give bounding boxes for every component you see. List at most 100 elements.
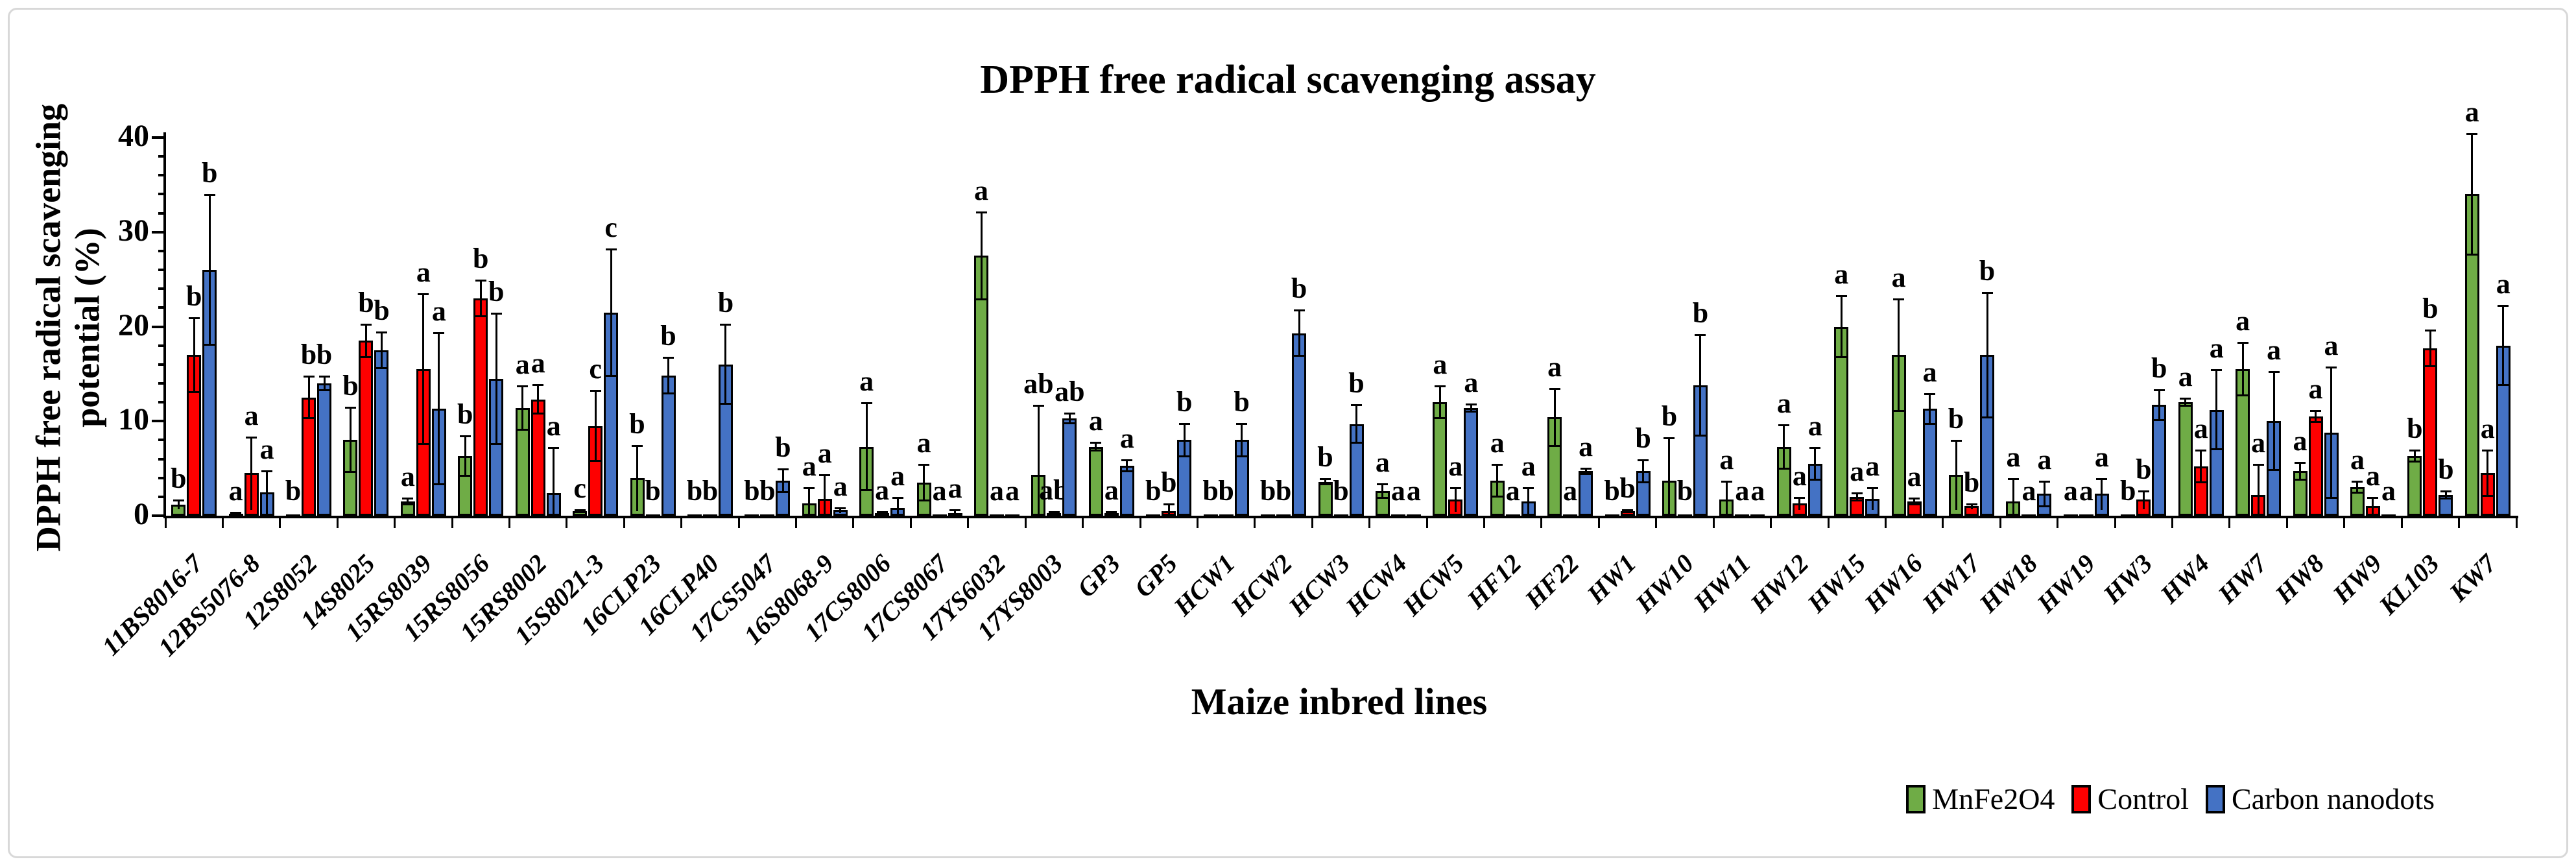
- x-tick: [1942, 518, 1944, 528]
- significance-letter: b: [717, 287, 734, 319]
- significance-letter: b: [1676, 475, 1693, 507]
- bar-control: [1219, 514, 1234, 518]
- error-bar-whisker: [422, 293, 425, 445]
- error-bar-cap-top: [876, 511, 888, 513]
- error-bar-cap-top: [2295, 461, 2306, 464]
- error-bar-whisker: [1496, 463, 1499, 498]
- x-category-label: HW15: [1801, 548, 1872, 618]
- legend-swatch-icon: [2205, 784, 2225, 813]
- significance-letter: a: [1490, 426, 1505, 459]
- x-tick: [164, 518, 167, 528]
- error-bar-whisker: [537, 384, 540, 415]
- x-category-label: HW3: [2097, 548, 2158, 609]
- bar-carbon-nanodots: [661, 376, 676, 516]
- error-bar-cap-bottom: [720, 403, 732, 405]
- error-bar-cap-top: [344, 407, 356, 409]
- x-category-label: HW8: [2269, 548, 2330, 609]
- error-bar-cap-top: [1981, 291, 1993, 294]
- significance-letter: a: [1375, 446, 1390, 479]
- y-minor-tick: [158, 457, 165, 461]
- error-bar-whisker: [1095, 442, 1097, 451]
- error-bar-cap-top: [548, 446, 560, 449]
- bar-carbon-nanodots: [2152, 405, 2167, 516]
- x-category-label: HW7: [2212, 548, 2273, 609]
- legend-swatch-icon: [2071, 784, 2092, 813]
- error-bar-cap-top: [804, 487, 815, 490]
- error-bar-cap-bottom: [1981, 416, 1993, 418]
- error-bar-whisker: [349, 407, 352, 474]
- x-category-label: HCW4: [1339, 548, 1413, 621]
- significance-letter: a: [1505, 475, 1520, 507]
- significance-letter: b: [775, 431, 791, 464]
- error-bar-cap-bottom: [2482, 494, 2494, 497]
- error-bar-whisker: [1126, 459, 1128, 472]
- bar-control: [1104, 512, 1119, 517]
- x-tick: [394, 518, 396, 528]
- error-bar-cap-bottom: [1549, 444, 1560, 447]
- error-bar-cap-bottom: [1236, 455, 1248, 457]
- y-minor-tick: [158, 495, 165, 498]
- y-minor-tick: [158, 287, 165, 291]
- y-tick-label: 0: [134, 497, 149, 531]
- error-bar-whisker: [1183, 423, 1186, 457]
- x-tick: [1712, 518, 1715, 528]
- error-bar-cap-top: [1163, 503, 1175, 506]
- error-bar-whisker: [1298, 309, 1300, 357]
- bar-control: [760, 514, 775, 518]
- error-bar-cap-bottom: [2352, 492, 2363, 494]
- error-bar-cap-top: [246, 436, 257, 439]
- error-bar-cap-top: [1106, 511, 1117, 513]
- error-bar-cap-top: [490, 312, 502, 315]
- bar-mnfe2o4: [687, 514, 702, 518]
- significance-letter: a: [948, 472, 962, 504]
- error-bar-whisker: [1454, 487, 1457, 512]
- bar-carbon-nanodots: [1062, 418, 1077, 516]
- significance-letter: a: [890, 459, 905, 492]
- error-bar-whisker: [2257, 463, 2260, 514]
- error-bar-cap-top: [1449, 487, 1461, 490]
- bar-control: [1390, 514, 1405, 518]
- error-bar-whisker: [307, 376, 310, 420]
- significance-letter: a: [1448, 450, 1463, 483]
- error-bar-cap-bottom: [663, 392, 674, 395]
- error-bar-cap-bottom: [2310, 421, 2322, 424]
- significance-letter: b: [1661, 400, 1678, 433]
- error-bar-cap-bottom: [2237, 394, 2248, 397]
- y-minor-tick: [158, 344, 165, 347]
- significance-letter: b: [1234, 386, 1250, 418]
- significance-letter: b: [744, 475, 760, 507]
- x-category-label: HW10: [1629, 548, 1699, 618]
- y-tick-label: 20: [118, 307, 149, 343]
- error-bar-whisker: [2272, 371, 2275, 472]
- bar-control: [473, 298, 488, 516]
- error-bar-cap-top: [1351, 404, 1362, 406]
- significance-letter: b: [2120, 475, 2136, 507]
- error-bar-whisker: [495, 312, 497, 445]
- error-bar-whisker: [1840, 295, 1843, 358]
- error-bar-whisker: [808, 487, 811, 514]
- x-category-label: HW19: [2031, 548, 2101, 618]
- bar-carbon-nanodots: [1464, 407, 1479, 516]
- error-bar-whisker: [1699, 334, 1702, 437]
- x-tick: [852, 518, 855, 528]
- error-bar-cap-bottom: [2498, 384, 2509, 387]
- legend-label: Carbon nanodots: [2231, 782, 2435, 815]
- error-bar-whisker: [1929, 392, 1931, 426]
- error-bar-cap-top: [632, 444, 643, 447]
- error-bar-cap-bottom: [2326, 496, 2337, 499]
- significance-letter: a: [1907, 461, 1922, 493]
- error-bar-whisker: [1068, 413, 1071, 424]
- significance-letter: a: [1563, 475, 1578, 507]
- error-bar-cap-top: [1434, 385, 1446, 387]
- error-bar-cap-bottom: [1492, 496, 1503, 498]
- bar-control: [1563, 514, 1578, 518]
- error-bar-cap-top: [861, 402, 872, 405]
- error-bar-whisker: [923, 463, 925, 502]
- error-bar-cap-top: [975, 211, 987, 213]
- significance-letter: b: [1259, 475, 1276, 507]
- y-major-tick: [152, 136, 165, 139]
- error-bar-cap-bottom: [2195, 481, 2207, 484]
- significance-letter: b: [1218, 475, 1234, 507]
- error-bar-whisker: [2215, 369, 2218, 451]
